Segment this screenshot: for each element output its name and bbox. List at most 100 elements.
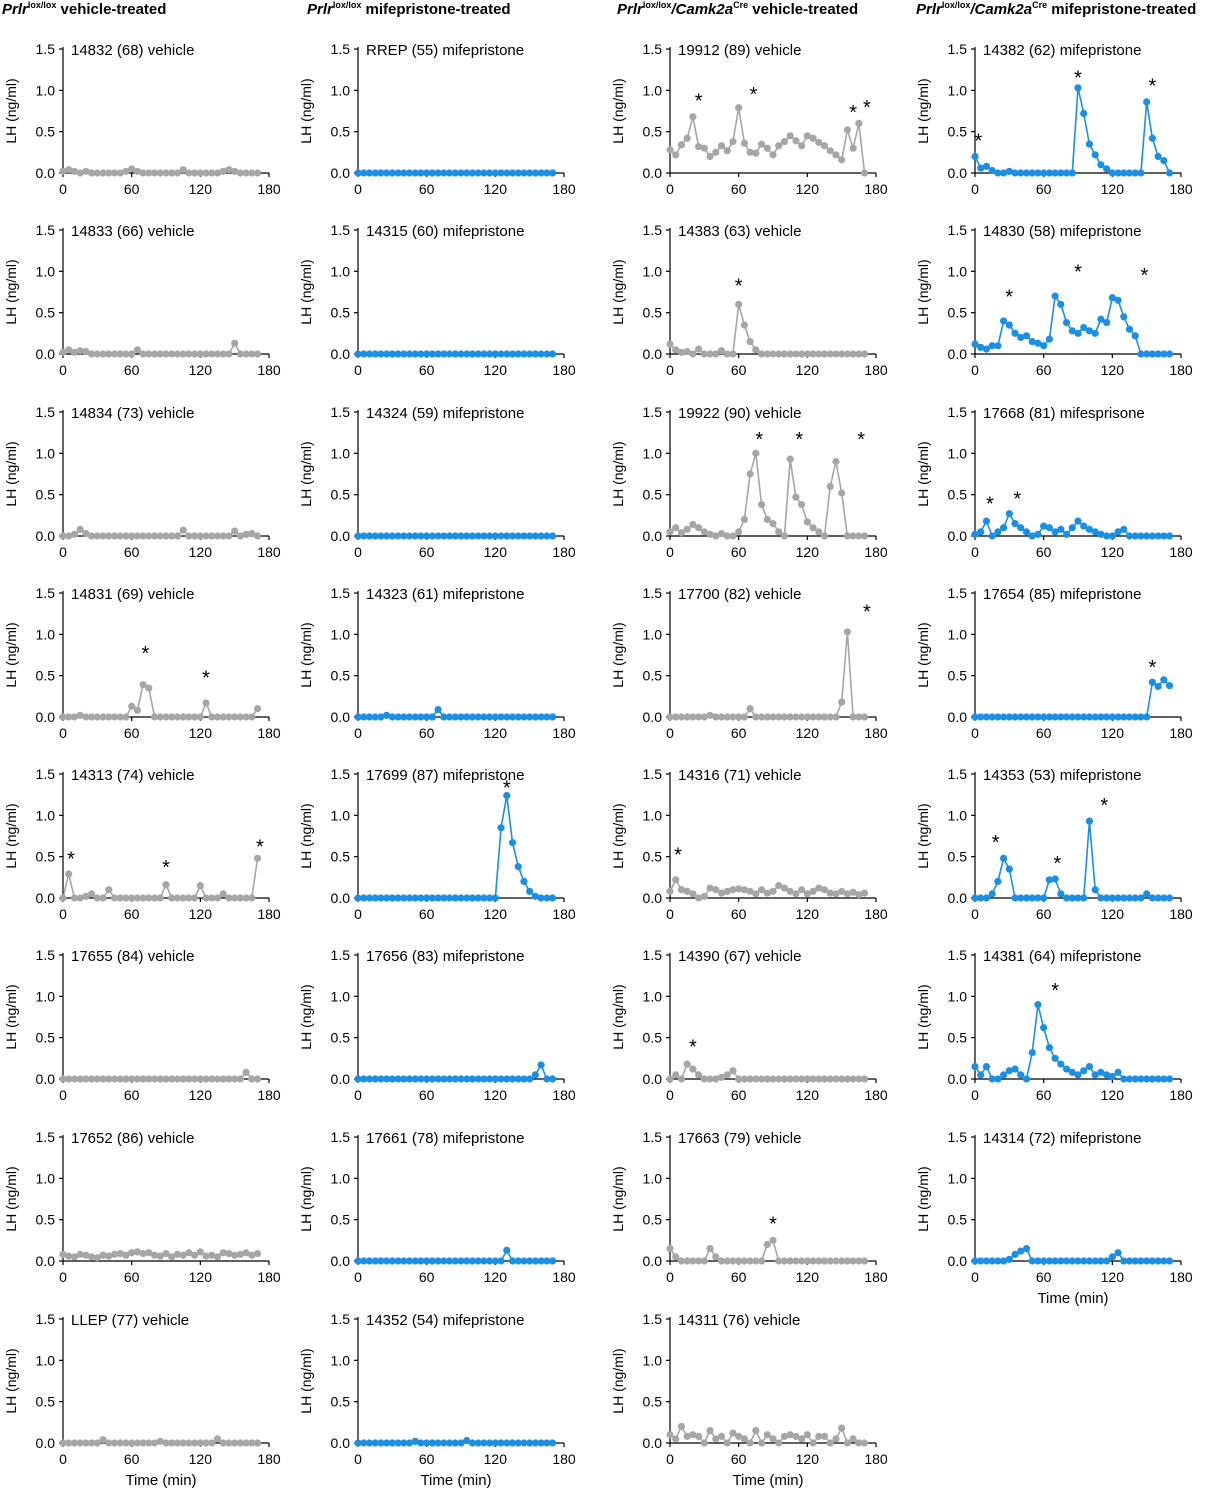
panel-2-0-x-tick-label: 60 <box>731 181 747 197</box>
panel-0-5-data-point <box>173 1075 182 1083</box>
panel-2-0-data-point <box>860 169 869 177</box>
panel-3-4-data-point <box>1068 894 1076 902</box>
panel-0-6-data-point <box>208 1251 216 1259</box>
panel-3-0-data-point <box>1045 169 1053 177</box>
panel-2-1-data-point <box>706 350 714 358</box>
panel-1-6-data-point <box>411 1257 419 1265</box>
panel-1-7-data-point <box>531 1439 539 1447</box>
panel-1-7-data-point <box>354 1439 362 1447</box>
panel-0-7-data-point <box>173 1439 182 1447</box>
panel-0-3-data-point <box>116 713 124 721</box>
panel-1-6-data-point <box>365 1257 374 1265</box>
panel-2-4-data-point <box>798 886 806 894</box>
panel-2-4-data-point <box>826 889 834 897</box>
panel-1-7-data-point <box>365 1439 374 1447</box>
panel-3-4-data-point <box>1160 894 1168 902</box>
panel-3-4-data-point <box>1051 875 1059 883</box>
panel-1-5-data-point <box>537 1061 545 1069</box>
panel-1-0-y-tick-label: 0.5 <box>331 124 351 140</box>
panel-1-2-y-tick-label: 1.0 <box>331 445 351 461</box>
panel-3-4-data-point <box>988 890 996 898</box>
panel-0-5-data-point <box>128 1075 136 1083</box>
panel-3-1-data-point <box>1120 313 1128 321</box>
panel-1-5-x-tick-label: 0 <box>354 1087 362 1103</box>
panel-2-7-data-point <box>838 1424 846 1432</box>
panel-0-2-data-point <box>70 530 79 538</box>
panel-3-2-data-point <box>1005 510 1013 518</box>
panel-1-5-data-point <box>423 1075 431 1083</box>
panel-3-3-series-line <box>975 678 1171 718</box>
panel-1-1-data-point <box>377 350 385 358</box>
panel-0-1-data-point <box>185 350 193 358</box>
panel-1-7-y-axis-label: LH (ng/ml) <box>298 1348 314 1413</box>
panel-1-6-x-tick-label: 180 <box>552 1269 576 1285</box>
panel-3-3-data-point <box>971 713 979 721</box>
panel-1-3-x-tick-label: 120 <box>484 725 508 741</box>
panel-0-0-x-tick-label: 180 <box>257 181 281 197</box>
panel-0-7-data-point <box>150 1439 159 1447</box>
panel-2-6-y-tick-label: 1.5 <box>643 1129 663 1145</box>
panel-1-0-data-point <box>514 169 522 177</box>
panel-3-3-x-tick-label: 0 <box>971 725 979 741</box>
column-header-2-sup2: Cre <box>733 0 749 10</box>
panel-1-3-y-axis-label: LH (ng/ml) <box>298 622 314 687</box>
panel-1-4-data-point <box>548 894 557 902</box>
panel-2-6-data-point <box>786 1257 794 1265</box>
panel-0-1-data-point <box>236 350 244 358</box>
panel-3-0-x-tick-label: 120 <box>1101 181 1125 197</box>
panel-0-4-pulse-star: * <box>162 857 170 879</box>
panel-3-5-y-tick-label: 0.0 <box>948 1071 968 1087</box>
panel-0-1-data-point <box>213 350 222 358</box>
panel-0-4-data-point <box>139 894 147 902</box>
panel-0-0-title: 14832 (68) vehicle <box>71 42 194 59</box>
panel-2-5-data-point <box>735 1075 743 1083</box>
panel-0-0-data-point <box>185 169 193 177</box>
panel-3-6-data-point <box>1114 1249 1122 1257</box>
panel-0-2-data-point <box>236 532 244 540</box>
panel-1-7-data-point <box>486 1439 494 1447</box>
panel-1-3-data-point <box>503 713 511 721</box>
panel-1-6-title: 17661 (78) mifepristone <box>366 1130 524 1147</box>
panel-1-3-x-tick-label: 60 <box>419 725 435 741</box>
panel-2-7-data-point <box>860 1439 869 1447</box>
panel-0-4-data-point <box>133 894 141 902</box>
panel-3-5-data-point <box>1143 1075 1151 1083</box>
panel-0-1-data-point <box>196 350 204 358</box>
panel-2-2-data-point <box>843 532 851 540</box>
panel-1-2-data-point <box>463 532 471 540</box>
panel-1-0-data-point <box>423 169 431 177</box>
panel-2-0-data-point <box>740 139 748 147</box>
panel-0-3-data-point <box>59 713 67 721</box>
panel-3-2-y-tick-label: 1.0 <box>948 445 968 461</box>
panel-2-7-data-point <box>717 1432 726 1440</box>
panel-1-2-data-point <box>514 532 522 540</box>
panel-2-5-data-point <box>677 1075 686 1083</box>
panel-2-1-y-tick-label: 0.5 <box>643 305 663 321</box>
panel-2-2-data-point <box>849 532 857 540</box>
panel-1-4-y-tick-label: 0.0 <box>331 890 351 906</box>
panel-3-6-data-point <box>1154 1257 1162 1265</box>
panel-0-3-data-point <box>173 713 182 721</box>
panel-0-0-data-point <box>242 169 250 177</box>
panel-0-6-y-tick-label: 1.0 <box>36 1170 56 1186</box>
panel-3-2-title: 17668 (81) mifesprisone <box>983 405 1145 422</box>
panel-2-1-y-tick-label: 1.5 <box>643 222 663 238</box>
panel-2-1-data-point <box>843 350 851 358</box>
panel-2-6-y-tick-label: 0.5 <box>643 1212 663 1228</box>
panel-3-1-data-point <box>1034 339 1042 347</box>
panel-1-4-data-point <box>365 894 374 902</box>
panel-2-1-data-point <box>855 350 863 358</box>
panel-1-1-data-point <box>503 350 511 358</box>
panel-2-3-data-point <box>677 713 686 721</box>
panel-2-3-y-tick-label: 1.0 <box>643 626 663 642</box>
panel-3-6-data-point <box>1131 1257 1139 1265</box>
panel-0-0-data-point <box>133 167 141 175</box>
panel-2-3-data-point <box>855 713 863 721</box>
panel-2-5-x-tick-label: 0 <box>666 1087 674 1103</box>
panel-1-4-data-point <box>434 894 442 902</box>
panel-0-6-data-point <box>145 1249 153 1257</box>
panel-2-5-data-point <box>746 1075 754 1083</box>
panel-1-0-data-point <box>503 169 511 177</box>
panel-3-2-data-point <box>1022 528 1031 536</box>
panel-1-1-data-point <box>491 350 499 358</box>
